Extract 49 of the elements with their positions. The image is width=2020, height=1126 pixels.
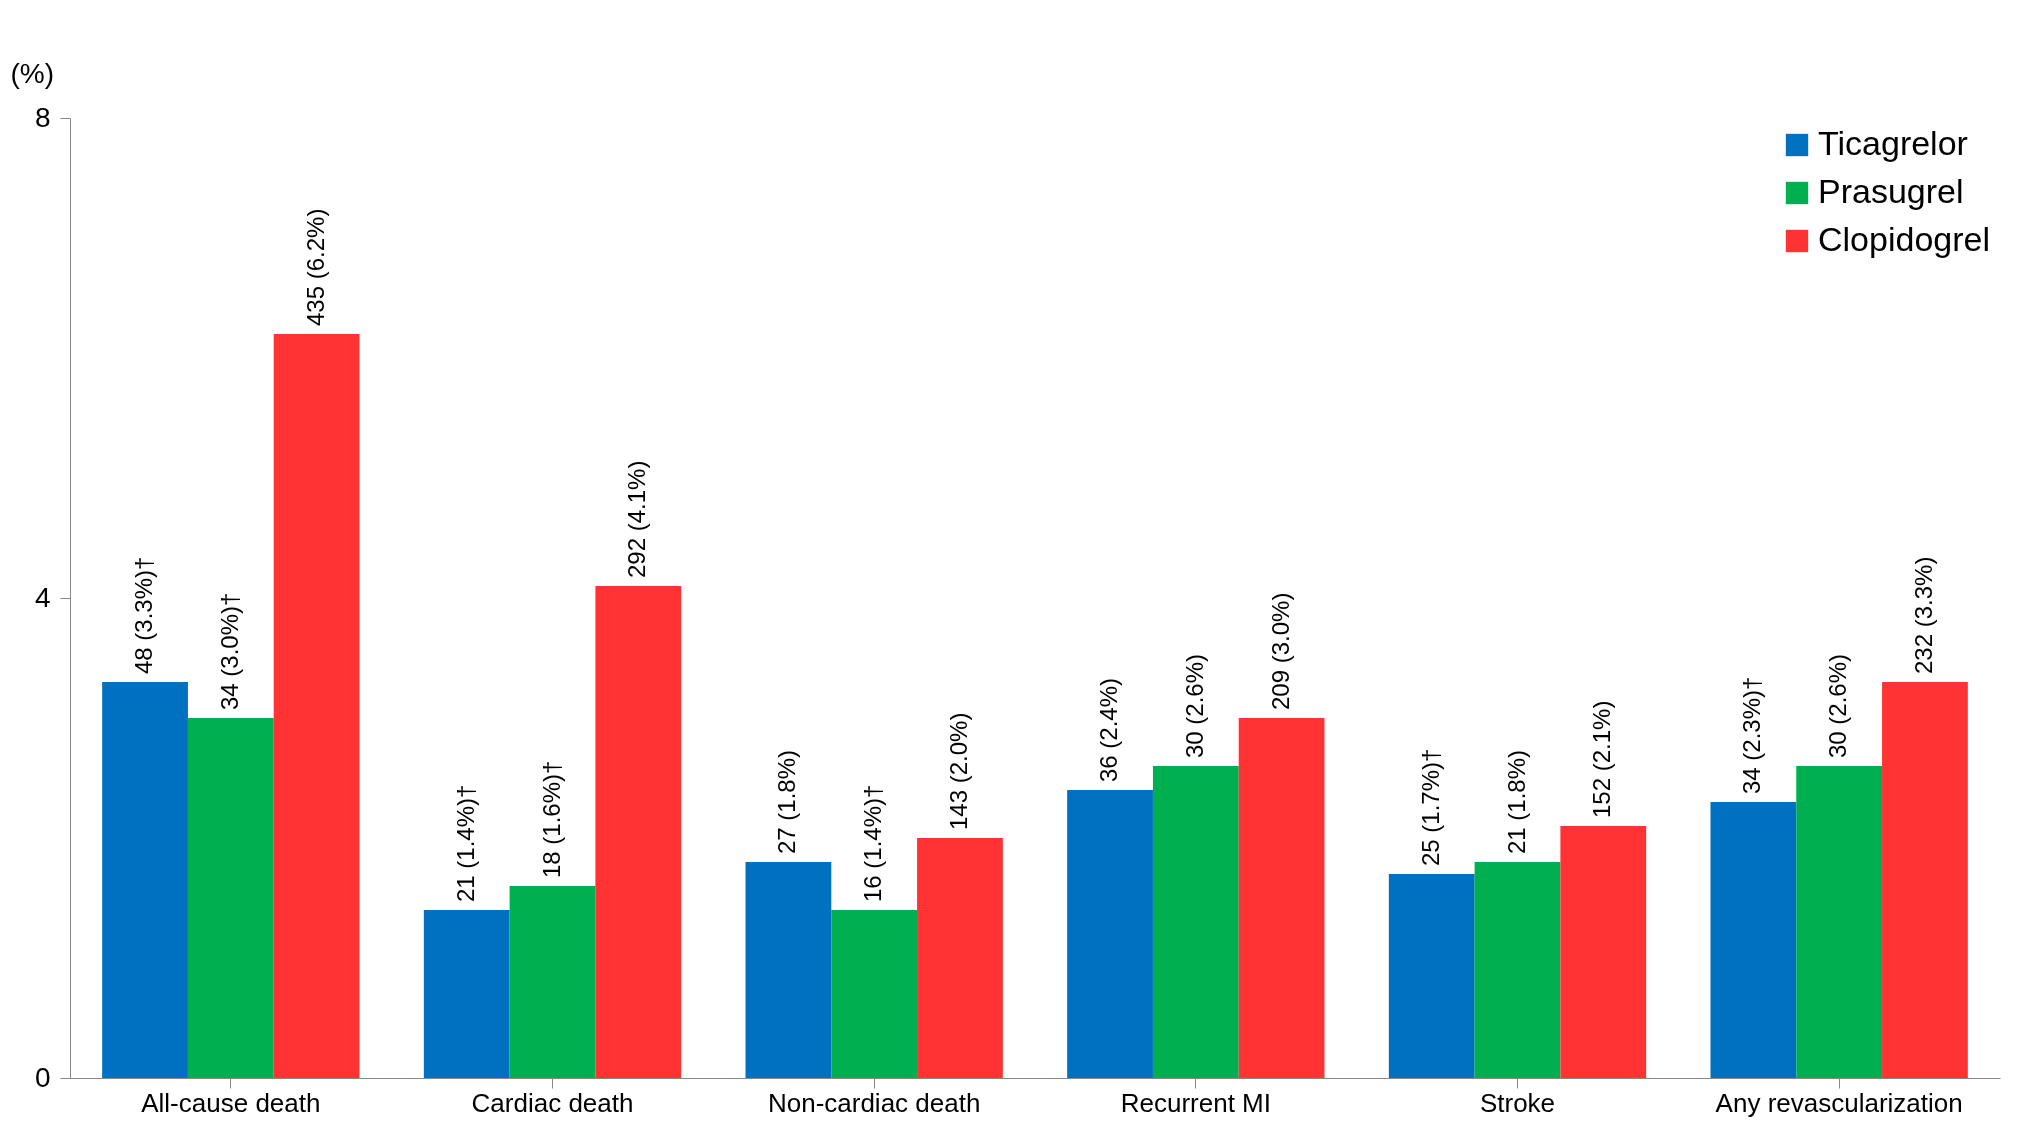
data-label: 16 (1.4%)† xyxy=(859,784,887,902)
data-label: 30 (2.6%) xyxy=(1824,653,1852,758)
bar xyxy=(1238,718,1325,1078)
x-tick-label: All-cause death xyxy=(141,1087,321,1118)
data-label: 27 (1.8%) xyxy=(773,749,801,854)
bar xyxy=(831,910,918,1078)
data-label: 152 (2.1%) xyxy=(1588,700,1616,818)
x-tick-label: Cardiac death xyxy=(471,1087,634,1118)
data-label: 21 (1.4%)† xyxy=(451,784,479,902)
bar xyxy=(1882,682,1968,1078)
bar xyxy=(1067,790,1153,1078)
data-label: 143 (2.0%) xyxy=(944,712,972,830)
bar xyxy=(509,886,596,1078)
legend-label: Ticagrelor xyxy=(1818,124,1968,162)
bar xyxy=(273,334,360,1078)
data-label: 435 (6.2%) xyxy=(301,208,329,326)
data-label: 48 (3.3%)† xyxy=(130,556,158,674)
x-tick-label: Recurrent MI xyxy=(1120,1087,1271,1118)
y-tick-label: 0 xyxy=(34,1061,51,1093)
bar xyxy=(1796,766,1883,1078)
bar xyxy=(745,862,832,1078)
y-axis-title: (%) xyxy=(10,57,55,89)
y-tick-label: 8 xyxy=(34,101,51,133)
bar xyxy=(187,718,274,1078)
legend-label: Clopidogrel xyxy=(1818,220,1990,258)
data-label: 30 (2.6%) xyxy=(1180,653,1208,758)
x-tick-label: Non-cardiac death xyxy=(767,1087,981,1118)
y-tick-label: 4 xyxy=(34,581,51,613)
bar xyxy=(423,910,510,1078)
data-label: 18 (1.6%)† xyxy=(537,760,565,878)
data-label: 34 (2.3%)† xyxy=(1738,676,1766,794)
data-label: 36 (2.4%) xyxy=(1095,677,1123,782)
bar xyxy=(917,838,1003,1078)
bar xyxy=(595,586,682,1078)
bar xyxy=(1388,874,1475,1078)
data-label: 21 (1.8%) xyxy=(1502,749,1530,854)
legend-label: Prasugrel xyxy=(1818,172,1964,210)
x-tick-label: Stroke xyxy=(1479,1087,1556,1118)
data-label: 292 (4.1%) xyxy=(623,460,651,578)
bar xyxy=(102,682,188,1078)
bar xyxy=(1710,802,1797,1078)
data-label: 232 (3.3%) xyxy=(1909,556,1937,674)
bar xyxy=(1474,862,1561,1078)
data-label: 34 (3.0%)† xyxy=(215,592,243,710)
data-label: 25 (1.7%)† xyxy=(1416,748,1444,866)
bar xyxy=(1152,766,1239,1078)
data-label: 209 (3.0%) xyxy=(1266,592,1294,710)
bar xyxy=(1560,826,1647,1078)
x-tick-label: Any revascularization xyxy=(1715,1087,1963,1118)
